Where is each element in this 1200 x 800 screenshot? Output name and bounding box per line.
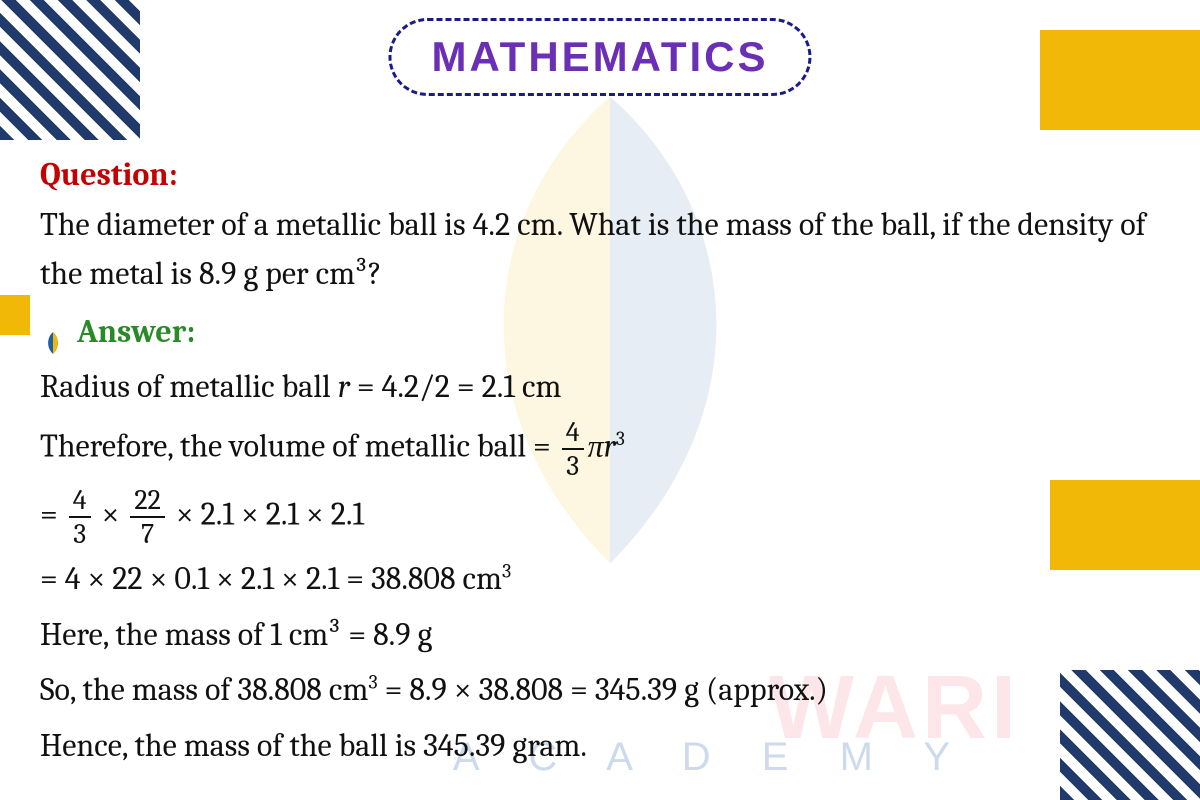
line-volume-formula: Therefore, the volume of metallic ball =… [40,418,1160,480]
answer-label: Answer: [77,313,195,350]
times-1: × [95,495,127,532]
question-label: Question: [40,150,1160,200]
radius-variable: r [338,368,350,405]
mass-calc-post: = 8.9 × 38.808 = 345.39 g (approx.) [378,671,828,708]
exponent-3b: 3 [502,559,511,582]
fraction-denominator: 3 [562,450,584,480]
eq2-text: = 4 × 22 × 0.1 × 2.1 × 2.1 = 38.808 cm [40,560,502,597]
content-body: Question: The diameter of a metallic bal… [40,150,1160,776]
fraction-4-3: 43 [562,418,584,480]
radius-prefix: Radius of metallic ball [40,368,338,405]
exponent-3c: 3 [368,671,377,694]
line-mass-unit: Here, the mass of 1 cm³ = 8.9 g [40,610,1160,660]
answer-row: Answer: [40,307,1160,357]
line-radius: Radius of metallic ball r = 4.2/2 = 2.1 … [40,362,1160,412]
eq1-post: × 2.1 × 2.1 × 2.1 [169,495,364,532]
line-volume-expand: = 43 × 227 × 2.1 × 2.1 × 2.1 [40,486,1160,548]
fraction-numerator-b: 4 [69,486,91,518]
yellow-block-top-right [1040,30,1200,130]
fraction-numerator-22: 22 [130,486,164,518]
fraction-22-7: 227 [130,486,164,548]
volume-prefix: Therefore, the volume of metallic ball = [40,427,558,464]
fraction-denominator-b: 3 [69,518,91,548]
stripes-top-left [0,0,140,140]
fraction-numerator: 4 [562,418,584,450]
yellow-block-left [0,295,30,335]
brand-logo-icon [40,321,66,347]
pi-r: πr [588,427,616,464]
fraction-denominator-7: 7 [130,518,164,548]
eq1-pre: = [40,495,65,532]
radius-value: = 4.2/2 = 2.1 cm [350,368,562,405]
exponent-3: 3 [616,427,625,450]
line-conclusion: Hence, the mass of the ball is 345.39 gr… [40,721,1160,771]
page-title-badge: MATHEMATICS [388,18,811,96]
question-text: The diameter of a metallic ball is 4.2 c… [40,200,1160,299]
mass-calc-pre: So, the mass of 38.808 cm [40,671,368,708]
line-mass-calc: So, the mass of 38.808 cm3 = 8.9 × 38.80… [40,665,1160,715]
line-volume-result: = 4 × 22 × 0.1 × 2.1 × 2.1 = 38.808 cm3 [40,554,1160,604]
fraction-4-3-b: 43 [69,486,91,548]
